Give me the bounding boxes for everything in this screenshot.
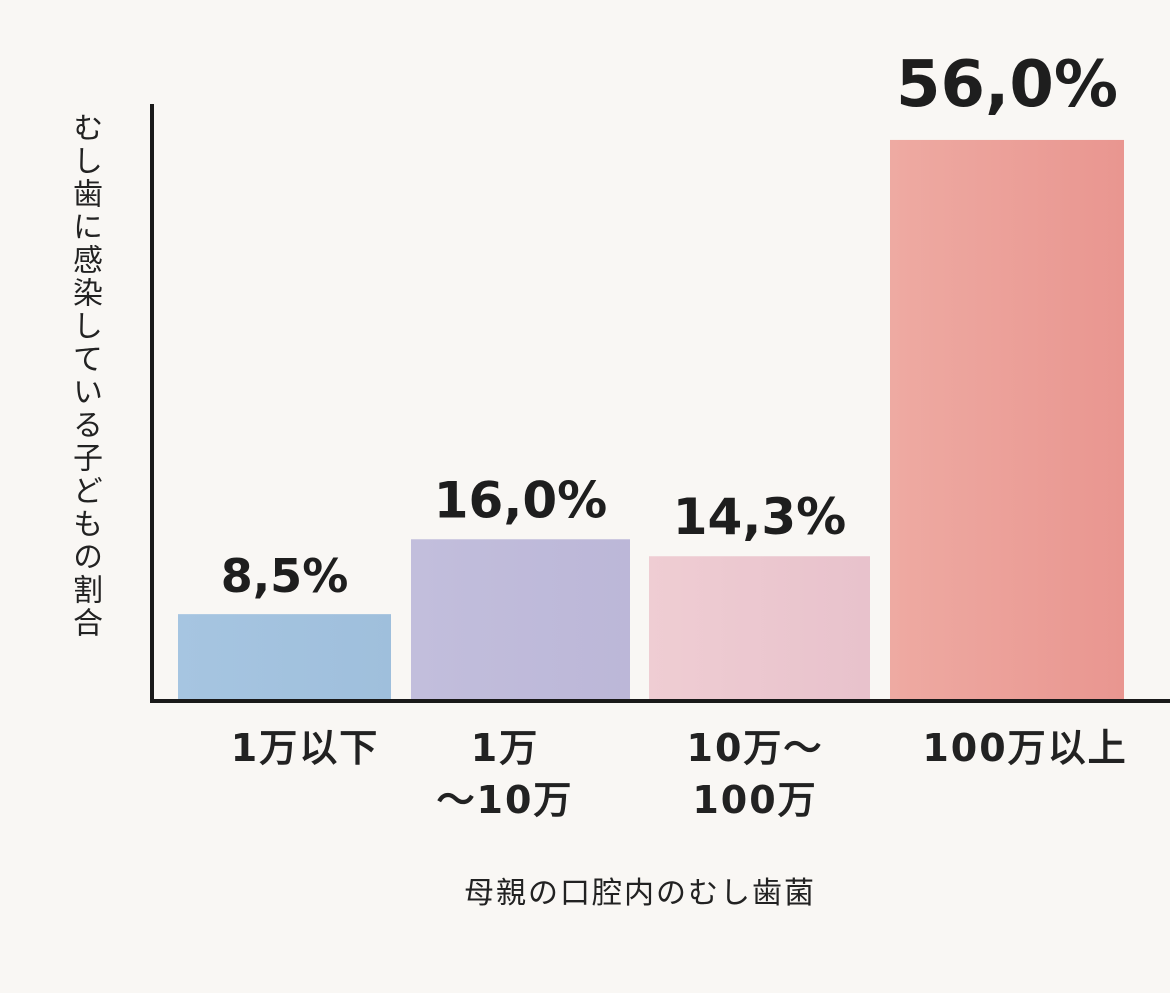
value-label-4: 56,0% [896,48,1118,122]
value-labels-group: 8,5% 16,0% 14,3% 56,0% [221,48,1118,603]
x-axis-label: 母親の口腔内のむし歯菌 [464,876,816,911]
category-label-2: 1万 〜10万 [436,726,574,822]
bar-4 [890,139,1124,699]
y-axis-label: むし歯に感染している子どもの割合 [67,112,102,640]
category-label-1: 1万以下 [230,726,380,770]
bar-1 [178,614,391,699]
value-label-1: 8,5% [221,549,349,603]
value-label-3: 14,3% [673,488,846,546]
bars-group [178,139,1124,699]
bar-2 [411,539,630,699]
category-label-4: 100万以上 [922,726,1128,770]
category-label-3: 10万〜 100万 [686,726,824,822]
value-label-2: 16,0% [434,471,607,529]
bar-3 [649,556,870,699]
